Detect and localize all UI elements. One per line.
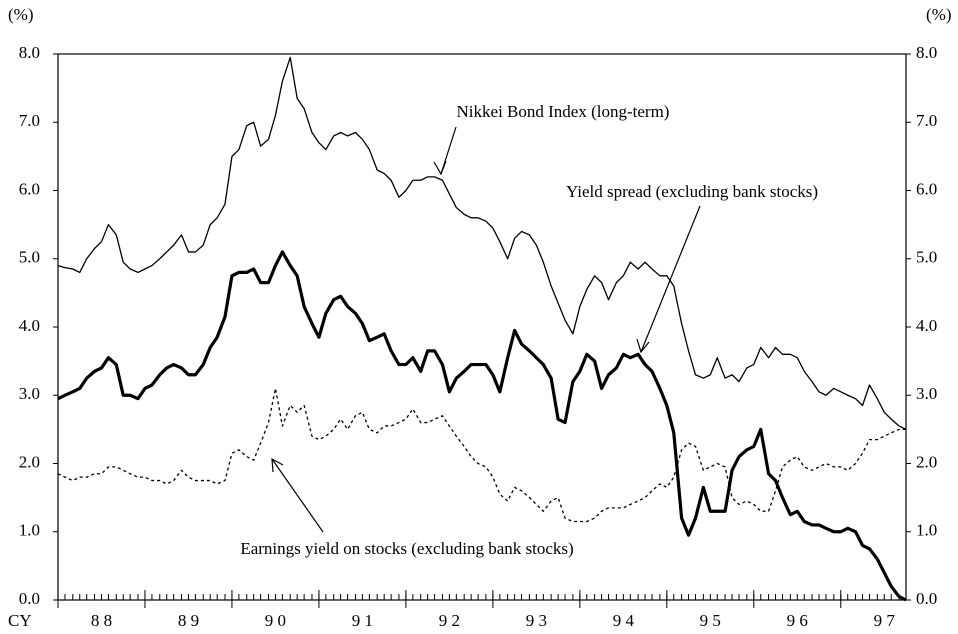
y-tick-label: 1.0 bbox=[19, 521, 40, 540]
x-tick-label: 9 5 bbox=[700, 611, 721, 630]
series-line bbox=[57, 387, 906, 523]
y2-unit: (%) bbox=[926, 5, 951, 24]
y-tick-label: 8.0 bbox=[19, 43, 40, 62]
annotation: Yield spread (excluding bank stocks) bbox=[566, 182, 818, 201]
arrow bbox=[640, 205, 701, 353]
y2-tick-label: 0.0 bbox=[916, 589, 937, 608]
x-tick-label: 9 6 bbox=[787, 611, 808, 630]
arrow-head bbox=[271, 457, 284, 473]
x-tick-label: 9 2 bbox=[439, 611, 460, 630]
x-axis-prefix: CY bbox=[8, 611, 32, 630]
y2-tick-label: 7.0 bbox=[916, 111, 937, 130]
y2-tick-label: 4.0 bbox=[916, 316, 937, 335]
annotation: Earnings yield on stocks (excluding bank… bbox=[240, 539, 573, 558]
x-tick-label: 9 1 bbox=[352, 611, 373, 630]
y2-tick-label: 2.0 bbox=[916, 452, 937, 471]
x-tick-label: 9 7 bbox=[874, 611, 896, 630]
arrows bbox=[271, 126, 701, 533]
y-tick-label: 3.0 bbox=[19, 384, 40, 403]
y2-tick-label: 1.0 bbox=[916, 521, 937, 540]
y2-tick-label: 3.0 bbox=[916, 384, 937, 403]
y-tick-label: 0.0 bbox=[19, 589, 40, 608]
x-tick-label: 8 8 bbox=[91, 611, 112, 630]
y-tick-label: 2.0 bbox=[19, 452, 40, 471]
annotation: Nikkei Bond Index (long-term) bbox=[457, 102, 670, 121]
x-tick-label: 9 0 bbox=[265, 611, 286, 630]
series-line bbox=[57, 56, 907, 430]
y2-tick-label: 8.0 bbox=[916, 43, 937, 62]
y2-tick-label: 6.0 bbox=[916, 179, 937, 198]
y2-tick-label: 5.0 bbox=[916, 248, 937, 267]
arrow-head bbox=[433, 160, 447, 176]
y-tick-label: 4.0 bbox=[19, 316, 40, 335]
arrow-head bbox=[636, 338, 650, 354]
y-tick-label: 7.0 bbox=[19, 111, 40, 130]
y-tick-label: 6.0 bbox=[19, 179, 40, 198]
x-tick-label: 9 3 bbox=[526, 611, 547, 630]
x-tick-label: 8 9 bbox=[178, 611, 199, 630]
y-tick-label: 5.0 bbox=[19, 248, 40, 267]
arrow bbox=[271, 458, 324, 533]
x-tick-label: 9 4 bbox=[613, 611, 635, 630]
y-unit: (%) bbox=[8, 5, 33, 24]
plot-frame bbox=[57, 53, 907, 601]
series-line bbox=[57, 250, 907, 602]
